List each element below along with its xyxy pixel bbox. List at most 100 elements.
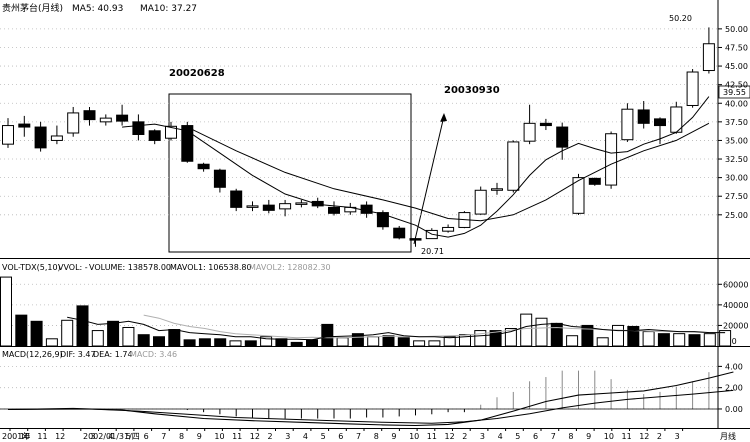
volume-bar: [45, 338, 58, 347]
price-tick-label: 42.50: [725, 81, 748, 90]
volume-bar: [673, 333, 686, 347]
volume-gridlines: 60000 40000 20000: [0, 280, 748, 330]
date-marker-label: 2002/01/31/四: [83, 432, 140, 441]
volume-tick-label: 40000: [723, 301, 748, 310]
volume-bar: [520, 313, 533, 347]
candle-body-up: [686, 71, 699, 106]
volume-bar: [367, 336, 380, 347]
volume-bar: [351, 333, 364, 347]
moving-average-lines: [122, 96, 710, 238]
price-tick-label: 45.00: [725, 62, 748, 71]
candle-body-down: [409, 238, 422, 241]
time-tick-label: 11: [37, 432, 47, 441]
volume-bar: [229, 340, 242, 347]
volume-bar: [15, 314, 28, 347]
candlestick: [50, 125, 63, 145]
macd-readout: MACD: 3.46: [130, 350, 177, 359]
price-tick-label: 40.00: [725, 99, 748, 108]
price-axis-ticks: 50.00 47.50 45.00 42.50 40.00 37.50 35.00 32.50…: [718, 25, 748, 220]
volume-bar: [382, 335, 395, 347]
candlestick: [18, 115, 31, 137]
candlestick: [132, 114, 145, 141]
last-price-label: 39.55: [723, 88, 746, 97]
candle-body-up: [523, 122, 536, 142]
time-tick-label: 10: [409, 432, 419, 441]
candlestick: [295, 199, 308, 208]
candlestick: [116, 104, 129, 126]
price-tick-label: 27.50: [725, 192, 748, 201]
price-tick-label: 50.00: [725, 25, 748, 34]
candlestick: [539, 118, 552, 131]
mavol1-line: [67, 316, 726, 341]
candlestick: [197, 162, 210, 172]
candlestick: [621, 103, 634, 142]
candlestick: [230, 188, 243, 212]
candle-body-up: [295, 202, 308, 205]
vvol-readout: VVOL: -: [58, 263, 88, 272]
time-tick-label: 7: [551, 432, 556, 441]
time-tick-label: 7: [161, 432, 166, 441]
volume-bar: [657, 333, 670, 347]
candlestick: [474, 186, 487, 215]
volume-bar: [535, 317, 548, 347]
time-tick-label: 9: [586, 432, 591, 441]
period-label: 月线: [720, 431, 736, 441]
candle-body-down: [311, 200, 324, 207]
volume-bar: [290, 341, 303, 347]
volume-readout: VOLUME: 138578.00: [89, 263, 171, 272]
price-tick-label: 25.00: [725, 211, 748, 220]
volume-bar: [336, 337, 349, 347]
candle-body-up: [50, 135, 63, 141]
candle-body-up: [442, 226, 455, 232]
arrow-date-label: 20030930: [444, 85, 500, 96]
time-tick-label: 6: [533, 432, 538, 441]
ma5-readout: MA5: 40.93: [72, 4, 123, 14]
volume-bar: [688, 334, 701, 347]
volume-bar: [642, 331, 655, 347]
time-tick-label: 8: [374, 432, 379, 441]
volume-bar: [306, 339, 318, 347]
time-tick-label: 2001年: [2, 431, 30, 441]
time-tick-label: 8: [568, 432, 573, 441]
candlestick: [262, 199, 275, 214]
candlestick: [34, 121, 47, 152]
volume-bar: [703, 333, 716, 347]
stock-title: 贵州茅台(月线): [2, 2, 63, 14]
candlestick: [491, 182, 503, 195]
candle-body-down: [376, 212, 389, 228]
volume-bar: [627, 325, 640, 347]
candlestick: [165, 121, 177, 141]
time-tick-label: 2: [268, 432, 273, 441]
ma10-line: [187, 122, 710, 222]
volume-bar: [91, 330, 104, 347]
macd-gridlines: 4.00 2.00 0.00: [0, 362, 743, 414]
time-tick-label: 2: [657, 432, 662, 441]
volume-bar: [321, 323, 334, 347]
volume-bars: [0, 276, 732, 347]
dif-readout: DIF: 3.47: [60, 350, 96, 359]
volume-bar: [550, 322, 563, 347]
candle-body-down: [654, 118, 666, 127]
last-price-marker: 39.55: [718, 85, 750, 99]
time-tick-label: 12: [55, 432, 65, 441]
vol-indicator-name: VOL-TDX(5,10): [2, 263, 61, 272]
ma5-line: [122, 96, 710, 238]
macd-indicator-name: MACD(12,26,9): [2, 350, 63, 359]
volume-bar: [168, 329, 181, 347]
volume-bar: [260, 336, 273, 347]
candlestick: [328, 201, 340, 216]
time-tick-label: 7: [356, 432, 361, 441]
mavol1-readout: MAVOL1: 106538.80: [170, 263, 252, 272]
high-price-label: 50.20: [669, 14, 692, 23]
volume-bar: [428, 340, 441, 347]
macd-series: [0, 370, 734, 427]
candlestick: [588, 177, 601, 186]
candlestick: [605, 131, 618, 189]
candlestick: [507, 140, 520, 193]
volume-bar: [443, 336, 456, 347]
candle-body-up: [702, 43, 715, 72]
candle-body-up: [474, 189, 487, 215]
volume-bar: [474, 330, 487, 347]
